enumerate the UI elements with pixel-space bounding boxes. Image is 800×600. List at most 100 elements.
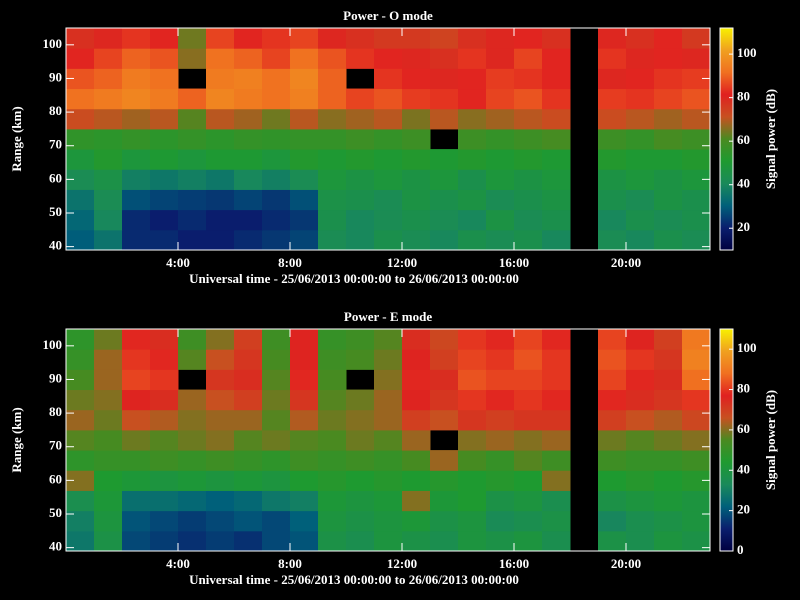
heatmap-cell	[458, 88, 487, 110]
x-tick-label: 8:00	[278, 255, 302, 270]
y-tick-label: 90	[49, 69, 62, 84]
heatmap-cell	[430, 88, 459, 110]
heatmap-cell	[150, 189, 179, 211]
heatmap-cell	[430, 389, 459, 411]
heatmap-cell	[150, 68, 179, 90]
heatmap-cell	[682, 530, 711, 552]
heatmap-cell	[626, 409, 655, 431]
heatmap-cell	[318, 229, 347, 251]
heatmap-cell	[206, 149, 235, 170]
heatmap-cell	[234, 429, 263, 451]
heatmap-cell	[682, 369, 711, 391]
heatmap-cell	[486, 470, 515, 491]
heatmap-cell	[374, 329, 403, 350]
x-tick-label: 20:00	[611, 556, 641, 571]
heatmap-cell	[654, 470, 683, 491]
heatmap-cell	[262, 329, 291, 350]
heatmap-cell	[290, 169, 319, 190]
heatmap-cell	[178, 429, 207, 451]
heatmap-cell	[402, 108, 431, 130]
heatmap-cell	[346, 510, 375, 532]
heatmap-cell	[346, 169, 375, 190]
heatmap-cell	[234, 490, 263, 512]
heatmap-cell	[430, 510, 459, 532]
heatmap-cell	[682, 128, 711, 150]
heatmap-cell	[654, 68, 683, 90]
heatmap-cell	[682, 209, 711, 231]
heatmap-cell	[402, 369, 431, 391]
heatmap-cell	[402, 28, 431, 49]
heatmap-cell	[682, 189, 711, 211]
x-tick-label: 16:00	[499, 255, 529, 270]
heatmap-cell	[66, 28, 95, 49]
heatmap-cell	[150, 229, 179, 251]
heatmap-cell	[346, 490, 375, 512]
heatmap-cell	[374, 349, 403, 370]
colorbar-tick-label: 20	[737, 219, 750, 234]
heatmap-cell	[94, 189, 123, 211]
heatmap-cell	[458, 169, 487, 190]
heatmap-cell	[374, 229, 403, 251]
heatmap-cell	[626, 450, 655, 471]
heatmap-cell	[346, 349, 375, 370]
heatmap-cell	[346, 530, 375, 552]
heatmap-cell	[626, 88, 655, 110]
heatmap-cell	[122, 108, 151, 130]
heatmap-cell	[178, 510, 207, 532]
heatmap-cell	[318, 530, 347, 552]
heatmap-cell	[178, 229, 207, 251]
heatmap-cell	[346, 209, 375, 231]
heatmap-cell	[514, 229, 543, 251]
heatmap-cell	[290, 48, 319, 69]
heatmap-cell	[94, 209, 123, 231]
heatmap-cell	[374, 510, 403, 532]
colorbar-tick-label: 80	[737, 381, 750, 396]
heatmap-cell	[262, 349, 291, 370]
heatmap-cell	[598, 48, 627, 69]
heatmap-cell	[262, 209, 291, 231]
heatmap-cell	[290, 88, 319, 110]
heatmap-cell	[178, 48, 207, 69]
heatmap-cell	[598, 209, 627, 231]
heatmap-cell	[66, 128, 95, 150]
heatmap-cell	[430, 470, 459, 491]
heatmap-cell	[346, 88, 375, 110]
heatmap-cell	[290, 510, 319, 532]
heatmap-cell	[94, 108, 123, 130]
heatmap-cell	[598, 229, 627, 251]
heatmap-cell	[402, 189, 431, 211]
heatmap-cell	[626, 429, 655, 451]
heatmap-cell	[402, 349, 431, 370]
heatmap-cell	[626, 490, 655, 512]
y-tick-label: 90	[49, 370, 62, 385]
heatmap-cell	[66, 329, 95, 350]
heatmap-cell	[150, 470, 179, 491]
heatmap-cell	[402, 209, 431, 231]
heatmap-cell	[654, 409, 683, 431]
y-tick-label: 80	[49, 404, 62, 419]
heatmap-cell	[66, 149, 95, 170]
heatmap-cell	[654, 28, 683, 49]
heatmap-cell	[430, 349, 459, 370]
heatmap-cell	[682, 470, 711, 491]
heatmap-cell	[178, 389, 207, 411]
heatmap-cell	[206, 530, 235, 552]
colorbar-tick-label: 20	[737, 502, 750, 517]
heatmap-cell	[206, 88, 235, 110]
heatmap-cell	[598, 510, 627, 532]
heatmap-cell	[150, 88, 179, 110]
heatmap-cell	[682, 450, 711, 471]
heatmap-cell	[262, 169, 291, 190]
heatmap-cell	[290, 229, 319, 251]
heatmap-cell	[458, 209, 487, 231]
heatmap-cell	[122, 530, 151, 552]
heatmap-cell	[654, 389, 683, 411]
heatmap-cell	[346, 450, 375, 471]
heatmap-cell	[682, 88, 711, 110]
heatmap-cell	[262, 470, 291, 491]
y-tick-label: 100	[43, 337, 63, 352]
heatmap-cell	[290, 490, 319, 512]
heatmap-cell	[318, 349, 347, 370]
heatmap-cell	[318, 189, 347, 211]
heatmap-cell	[318, 409, 347, 431]
